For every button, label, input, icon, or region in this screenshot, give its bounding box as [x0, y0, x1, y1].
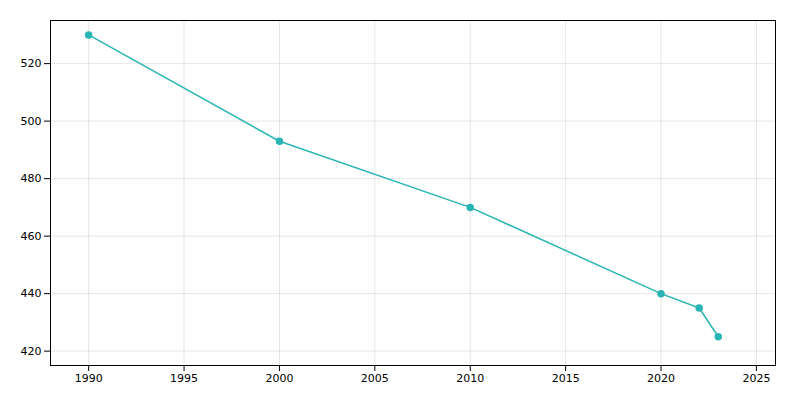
svg-text:2010: 2010 [456, 372, 484, 385]
svg-text:2020: 2020 [647, 372, 675, 385]
svg-text:500: 500 [21, 115, 42, 128]
svg-text:520: 520 [21, 57, 42, 70]
svg-text:2025: 2025 [742, 372, 770, 385]
svg-text:2015: 2015 [552, 372, 580, 385]
svg-text:480: 480 [21, 172, 42, 185]
svg-text:440: 440 [21, 287, 42, 300]
svg-text:460: 460 [21, 230, 42, 243]
svg-text:420: 420 [21, 345, 42, 358]
svg-text:1990: 1990 [75, 372, 103, 385]
svg-text:1995: 1995 [170, 372, 198, 385]
svg-text:2005: 2005 [361, 372, 389, 385]
svg-text:2000: 2000 [265, 372, 293, 385]
